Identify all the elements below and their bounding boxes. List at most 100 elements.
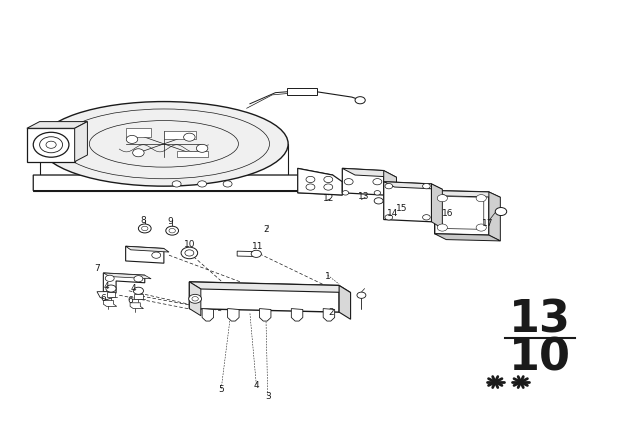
Circle shape <box>169 228 175 233</box>
Circle shape <box>184 133 195 141</box>
Circle shape <box>422 215 430 220</box>
Polygon shape <box>339 285 351 319</box>
Circle shape <box>251 250 261 258</box>
Circle shape <box>196 144 208 152</box>
Polygon shape <box>342 168 396 177</box>
Circle shape <box>306 184 315 190</box>
Circle shape <box>106 285 116 292</box>
Text: 6: 6 <box>127 296 133 305</box>
Polygon shape <box>189 282 339 312</box>
Circle shape <box>185 250 194 256</box>
Circle shape <box>33 132 69 157</box>
Polygon shape <box>384 171 396 199</box>
Polygon shape <box>164 130 196 139</box>
Circle shape <box>138 224 151 233</box>
Polygon shape <box>431 184 442 228</box>
Polygon shape <box>287 88 317 95</box>
Text: 1: 1 <box>324 271 330 280</box>
Circle shape <box>306 177 315 183</box>
Text: 13: 13 <box>358 192 369 201</box>
Text: 13: 13 <box>509 298 571 341</box>
Circle shape <box>374 198 383 204</box>
Polygon shape <box>106 292 115 297</box>
Polygon shape <box>228 309 239 321</box>
Circle shape <box>141 226 148 231</box>
Polygon shape <box>125 246 169 252</box>
Polygon shape <box>291 309 303 321</box>
Circle shape <box>374 190 381 195</box>
Polygon shape <box>33 175 333 190</box>
Polygon shape <box>40 144 288 175</box>
Text: 14: 14 <box>387 209 398 218</box>
Circle shape <box>166 226 179 235</box>
Polygon shape <box>298 168 342 195</box>
Polygon shape <box>103 273 145 293</box>
Polygon shape <box>384 182 442 189</box>
Polygon shape <box>27 128 75 162</box>
Polygon shape <box>97 292 113 300</box>
Circle shape <box>189 294 202 303</box>
Circle shape <box>133 287 143 294</box>
Circle shape <box>437 194 447 202</box>
Polygon shape <box>125 246 164 263</box>
Text: 16: 16 <box>442 209 453 218</box>
Circle shape <box>126 135 138 143</box>
Polygon shape <box>177 151 209 157</box>
Circle shape <box>172 181 181 187</box>
Text: 17: 17 <box>482 219 493 228</box>
Polygon shape <box>125 128 151 137</box>
Text: 5: 5 <box>218 385 224 394</box>
Polygon shape <box>202 309 214 321</box>
Text: 11: 11 <box>252 242 264 251</box>
Text: 15: 15 <box>396 204 407 213</box>
Circle shape <box>134 276 143 282</box>
Text: 4: 4 <box>253 381 259 390</box>
Polygon shape <box>259 309 271 321</box>
Circle shape <box>192 297 198 301</box>
Circle shape <box>132 149 144 157</box>
Circle shape <box>422 184 430 189</box>
Polygon shape <box>435 234 500 241</box>
Text: 4: 4 <box>104 282 109 291</box>
Polygon shape <box>130 303 143 309</box>
Text: 2: 2 <box>329 308 334 317</box>
Circle shape <box>105 275 114 281</box>
Text: 6: 6 <box>100 294 106 303</box>
Polygon shape <box>134 294 143 299</box>
Polygon shape <box>435 190 500 197</box>
Polygon shape <box>103 301 116 306</box>
Circle shape <box>357 292 366 298</box>
Circle shape <box>476 224 486 231</box>
Polygon shape <box>237 251 256 257</box>
Text: 10: 10 <box>509 336 571 379</box>
Polygon shape <box>435 190 489 235</box>
Polygon shape <box>489 192 500 241</box>
Circle shape <box>373 179 382 185</box>
Circle shape <box>344 179 353 185</box>
Polygon shape <box>342 168 384 195</box>
Polygon shape <box>323 309 335 321</box>
Circle shape <box>152 252 161 258</box>
Circle shape <box>385 215 393 220</box>
Ellipse shape <box>40 102 288 186</box>
Text: 7: 7 <box>94 264 100 273</box>
Circle shape <box>181 247 198 259</box>
Circle shape <box>324 177 333 183</box>
Circle shape <box>495 207 507 215</box>
Text: 4: 4 <box>131 284 136 293</box>
Circle shape <box>385 184 393 189</box>
Ellipse shape <box>90 121 239 167</box>
Polygon shape <box>189 282 351 293</box>
Polygon shape <box>75 121 88 162</box>
Text: 2: 2 <box>264 225 269 234</box>
Circle shape <box>198 181 207 187</box>
Text: 3: 3 <box>265 392 271 401</box>
Circle shape <box>324 184 333 190</box>
Text: 12: 12 <box>323 194 334 202</box>
Circle shape <box>476 194 486 202</box>
Circle shape <box>437 224 447 231</box>
Ellipse shape <box>58 109 269 179</box>
Text: 8: 8 <box>140 216 146 225</box>
Circle shape <box>223 181 232 187</box>
Text: 9: 9 <box>168 217 173 226</box>
